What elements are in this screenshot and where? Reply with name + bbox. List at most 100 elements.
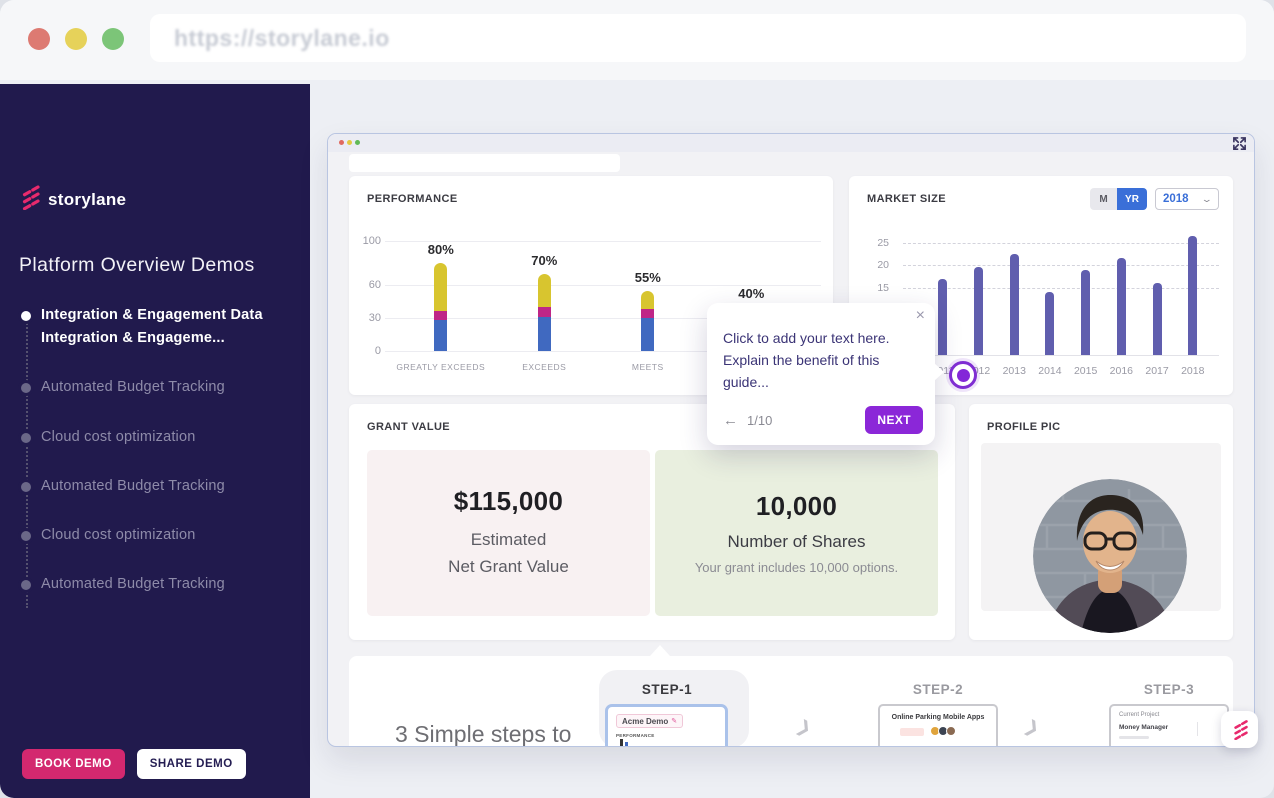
shares-label: Number of Shares [727, 532, 866, 551]
profile-pic-box [981, 443, 1221, 633]
thumb3-row-text: Money Manager [1119, 724, 1169, 731]
steps-intro-text: 3 Simple steps to [395, 721, 572, 747]
net-grant-value-box: $115,000 Estimated Net Grant Value [367, 450, 650, 616]
step1-label: STEP-1 [641, 682, 693, 697]
address-bar[interactable]: https://storylane.io [150, 14, 1246, 62]
sidebar-item-budget-tracking-3[interactable]: Automated Budget Tracking [19, 573, 295, 596]
perf-category-label: MEETS [631, 362, 664, 372]
thumb2-avatars [930, 726, 956, 736]
chevron-down-icon: ⌄ [1201, 193, 1214, 204]
book-demo-button[interactable]: BOOK DEMO [22, 749, 125, 779]
perf-gridline [385, 241, 821, 242]
nav-bullet [21, 311, 31, 321]
tooltip-footer: ← 1/10 NEXT [723, 406, 923, 434]
mkt-bar-2013 [1009, 253, 1019, 355]
sidebar-item-budget-tracking-1[interactable]: Automated Budget Tracking [19, 376, 295, 399]
mkt-category-label: 2016 [1109, 365, 1134, 377]
mkt-gridline [903, 287, 1219, 289]
sidebar-item-cloud-cost-2[interactable]: Cloud cost optimization [19, 524, 295, 547]
minimize-window-icon[interactable] [65, 28, 87, 50]
storylane-logo: storylane [19, 184, 126, 215]
perf-ytick: 60 [368, 279, 381, 291]
step2-thumbnail[interactable]: Online Parking Mobile Apps [878, 704, 998, 746]
step-arrow-icon: ❯ [793, 715, 816, 740]
perf-bar-value-label: 55% [634, 269, 661, 285]
mkt-category-label: 2014 [1038, 365, 1062, 377]
nav-item-label: Automated Budget Tracking [41, 477, 225, 494]
step2-label: STEP-2 [912, 682, 964, 697]
storylane-corner-badge[interactable] [1221, 711, 1258, 748]
storylane-logo-text: storylane [48, 189, 127, 209]
step3-thumbnail[interactable]: Current Project Money Manager [1109, 704, 1229, 746]
mkt-baseline [903, 355, 1219, 356]
thumb2-title: Online Parking Mobile Apps [891, 714, 985, 721]
mkt-bar-2018 [1188, 235, 1198, 355]
nav-item-label: Automated Budget Tracking [41, 379, 225, 396]
perf-category-label: GREATLY EXCEEDS [396, 362, 486, 372]
mkt-category-label: 2017 [1145, 365, 1169, 377]
perf-bar-yellow-segment [537, 274, 551, 307]
share-demo-button[interactable]: SHARE DEMO [136, 749, 246, 779]
close-icon[interactable]: × [915, 307, 925, 324]
fullscreen-expand-icon[interactable] [1232, 136, 1247, 151]
perf-gridline [385, 318, 821, 319]
nav-bullet [21, 432, 31, 443]
year-dropdown-value: 2018 [1163, 193, 1189, 205]
demo-nav: Integration & Engagement Data Integratio… [19, 304, 295, 622]
sidebar-footer-buttons: BOOK DEMO SHARE DEMO [22, 749, 246, 779]
demo-close-dot [339, 140, 344, 145]
nav-item-label: Automated Budget Tracking [41, 576, 225, 593]
nav-bullet [21, 481, 31, 492]
url-text: https://storylane.io [174, 24, 390, 51]
demo-list-title: Platform Overview Demos [19, 254, 255, 276]
toggle-year-button[interactable]: YR [1117, 188, 1147, 210]
step-arrow-icon: ❯ [1021, 715, 1044, 740]
browser-bar: https://storylane.io [0, 0, 1274, 80]
perf-bar-pink-segment [434, 311, 448, 321]
year-dropdown[interactable]: 2018 ⌄ [1155, 188, 1219, 210]
next-button[interactable]: NEXT [865, 406, 923, 434]
tooltip-text: Click to add your text here. Explain the… [723, 330, 890, 391]
mkt-bar-2016 [1116, 258, 1126, 355]
perf-bar-value-label: 80% [427, 242, 454, 257]
steps-notch [650, 645, 670, 656]
demo-minimize-dot [347, 140, 352, 145]
shares-box: 10,000 Number of Shares Your grant inclu… [655, 450, 938, 616]
thumb1-subtitle: PERFORMANCE [616, 733, 655, 738]
guide-beacon[interactable] [949, 361, 977, 389]
perf-bar-pink-segment [537, 307, 551, 317]
step1-thumbnail[interactable]: Acme Demo ✎ PERFORMANCE [605, 704, 728, 746]
perf-gridline [385, 351, 821, 352]
mkt-bar-2015 [1081, 269, 1091, 355]
mkt-category-label: 2018 [1181, 365, 1205, 377]
sidebar: storylane Platform Overview Demos Integr… [0, 84, 310, 798]
sidebar-item-budget-tracking-2[interactable]: Automated Budget Tracking [19, 475, 295, 498]
thumb1-minibar [620, 739, 623, 746]
deadline-badge [900, 728, 924, 736]
nav-item-line2: Integration & Engageme... [41, 330, 225, 347]
thumb3-title: Current Project [1119, 712, 1160, 718]
thumb3-column-divider [1197, 722, 1219, 736]
market-size-card-title: MARKET SIZE [867, 193, 946, 205]
mkt-bar-2011 [938, 278, 948, 355]
close-window-icon[interactable] [28, 28, 50, 50]
demo-window: PERFORMANCE 0 30 60 100 80% GREATLY EXCEEDS 70… [327, 133, 1255, 747]
sidebar-item-integration-engagement[interactable]: Integration & Engagement Data Integratio… [19, 304, 295, 350]
shares-subtext: Your grant includes 10,000 options. [694, 560, 899, 575]
nav-item-line1: Integration & Engagement Data [41, 307, 263, 323]
shares-value: 10,000 [755, 491, 838, 521]
market-size-controls: M YR 2018 ⌄ [1090, 188, 1219, 210]
demo-dashboard: PERFORMANCE 0 30 60 100 80% GREATLY EXCEEDS 70… [328, 152, 1254, 746]
perf-ytick: 100 [362, 235, 381, 247]
toggle-month-button[interactable]: M [1090, 188, 1117, 210]
sidebar-item-cloud-cost-1[interactable]: Cloud cost optimization [19, 426, 295, 449]
perf-bar-blue-segment [537, 316, 551, 351]
perf-gridline [385, 285, 821, 286]
maximize-window-icon[interactable] [102, 28, 124, 50]
demo-maximize-dot [355, 140, 360, 145]
performance-chart: 0 30 60 100 80% GREATLY EXCEEDS 70% EXCEEDS 55% M… [349, 231, 833, 391]
mkt-bar-2014 [1045, 292, 1055, 355]
back-arrow-icon[interactable]: ← [723, 411, 738, 429]
profile-pic-card: PROFILE PIC [969, 404, 1233, 640]
